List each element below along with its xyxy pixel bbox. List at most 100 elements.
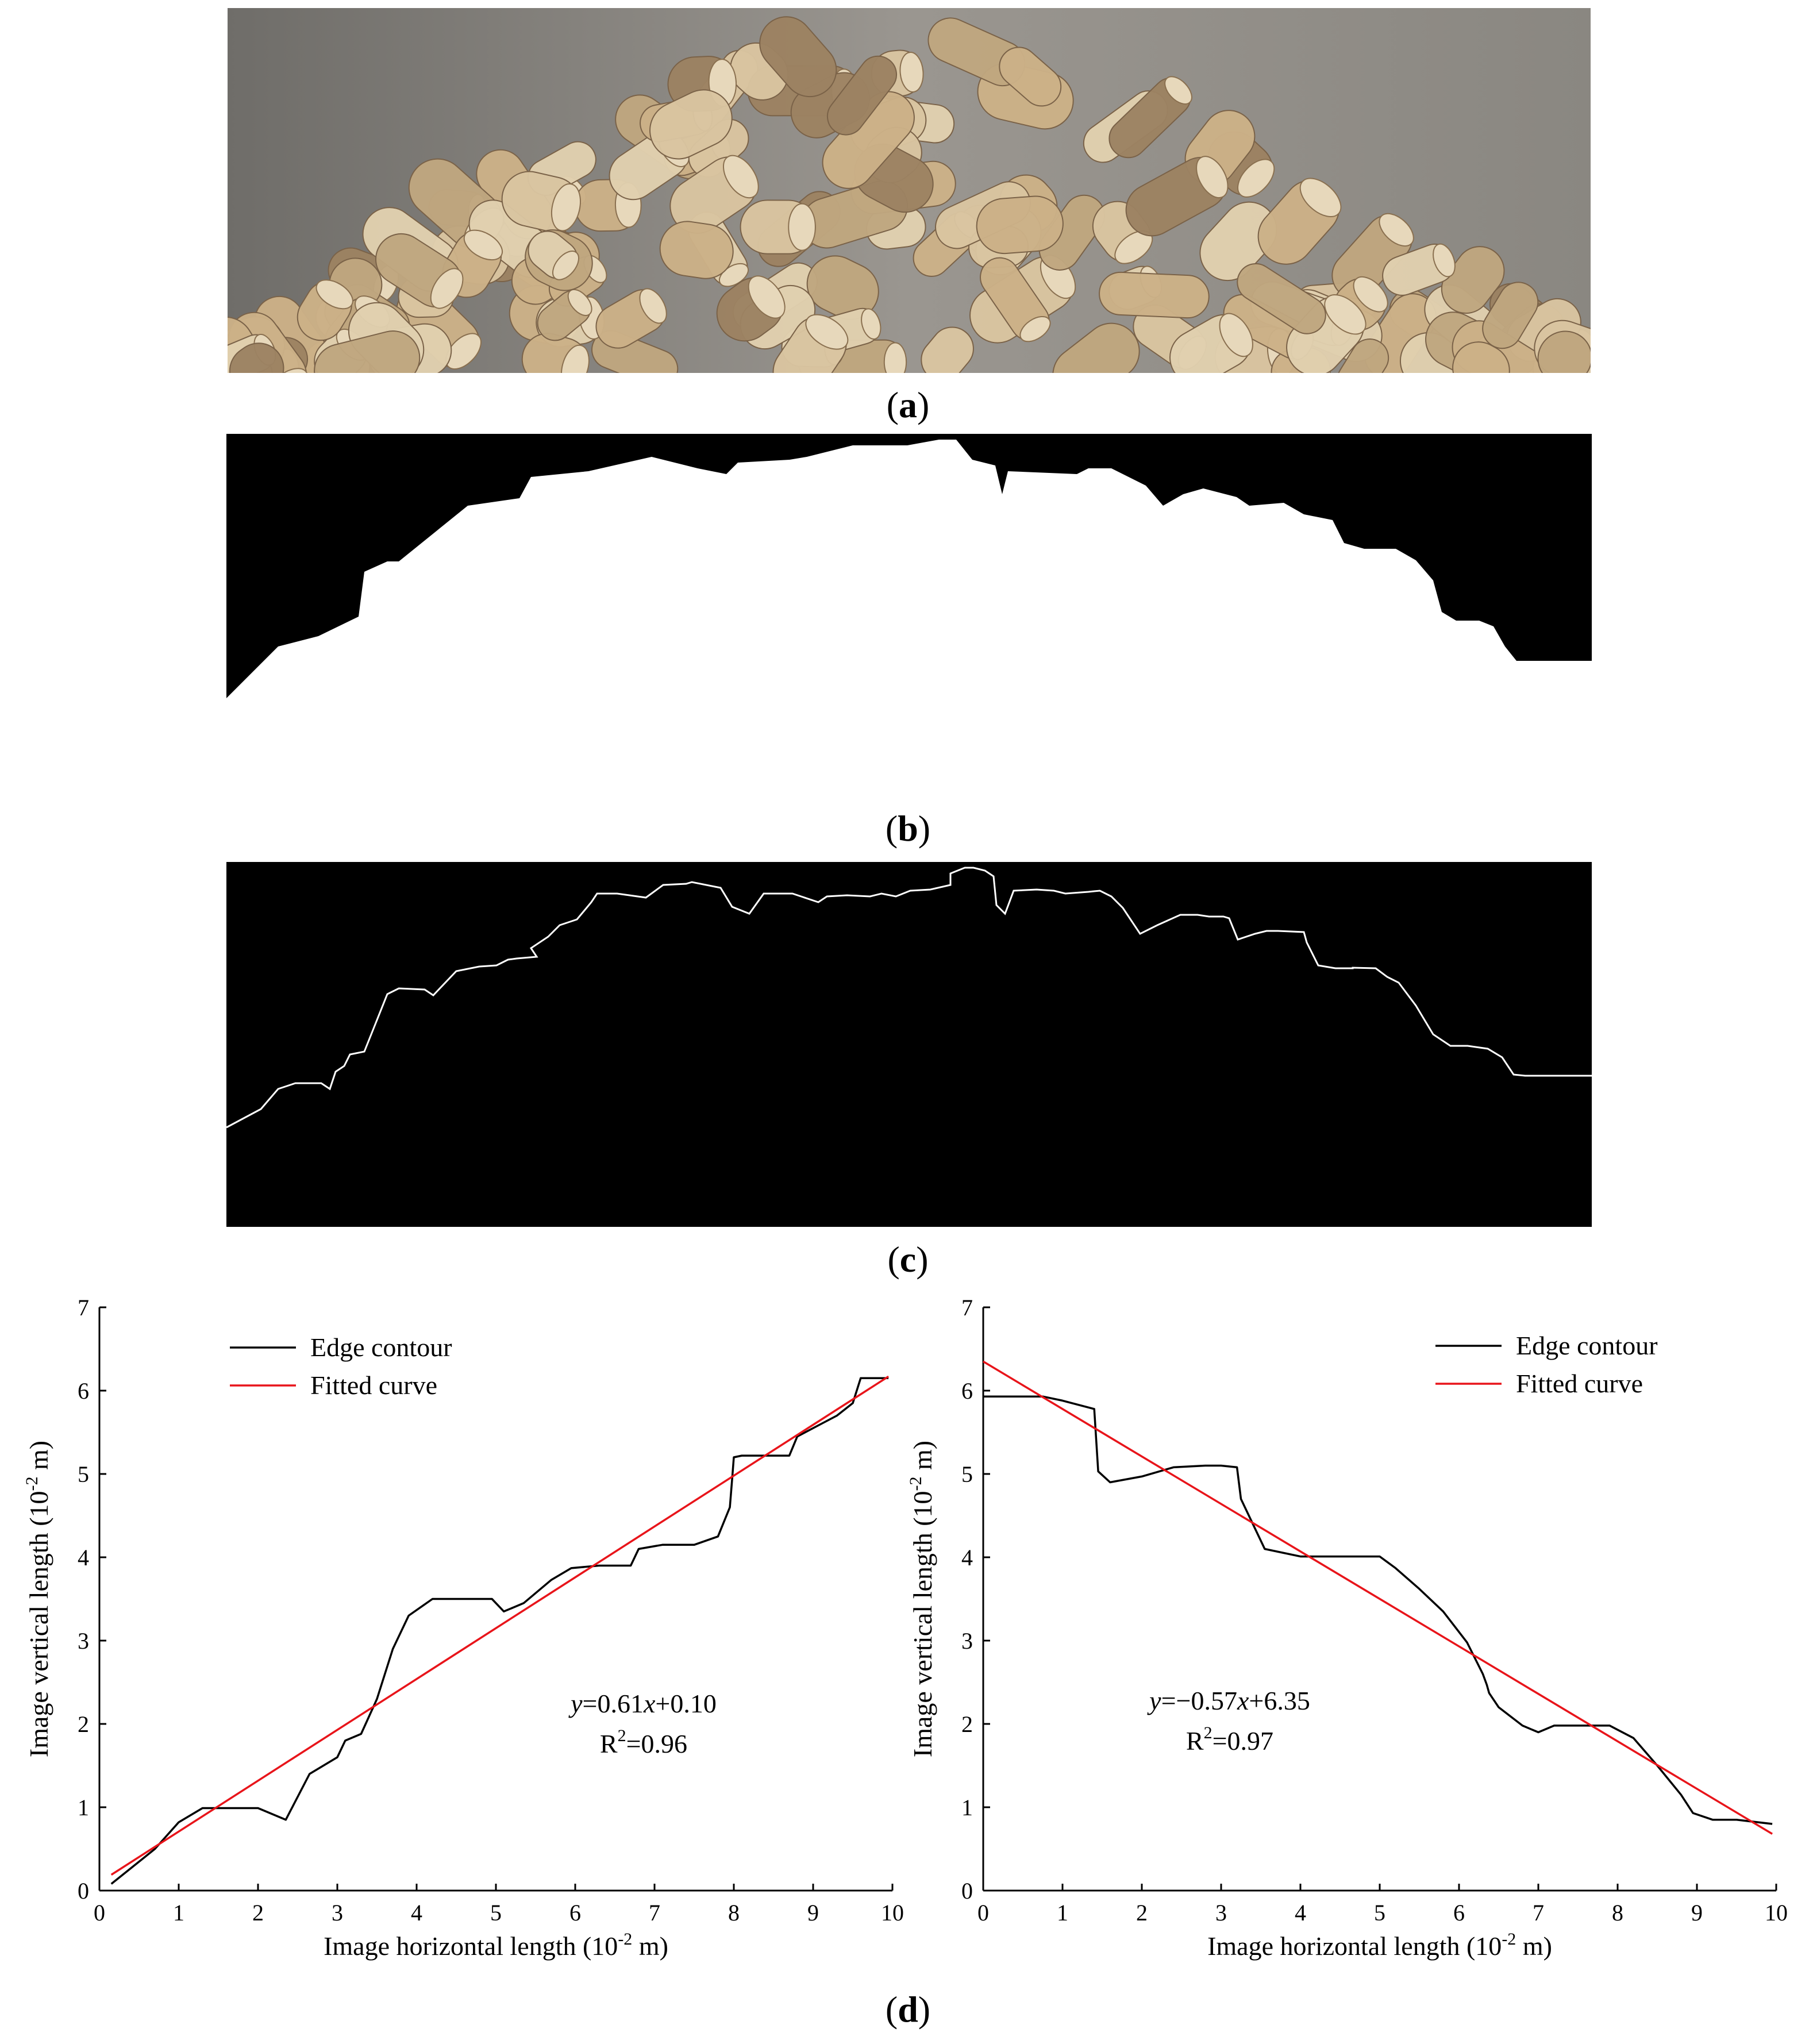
y-tick-label: 7 (961, 1295, 973, 1321)
caption-c-letter: c (899, 1239, 917, 1280)
pellet-end (463, 229, 503, 261)
x-tick-label: 1 (1057, 1900, 1068, 1926)
edge-contour-series (110, 1377, 889, 1885)
pellet-photo (187, 8, 1615, 413)
pellet-end (1196, 156, 1229, 199)
r-squared: R2=0.97 (1186, 1723, 1273, 1756)
x-tick-label: 2 (1136, 1900, 1148, 1926)
caption-c: (c) (887, 1239, 929, 1280)
pellet-end (788, 203, 816, 251)
legend-edge-contour-label: Edge contour (310, 1333, 452, 1362)
legend-fitted-curve-label: Fitted curve (310, 1371, 437, 1400)
x-tick-label: 4 (1295, 1900, 1306, 1926)
pellet-end (1019, 315, 1051, 342)
pellet (659, 221, 734, 279)
legend-edge-contour-label: Edge contour (1516, 1331, 1658, 1360)
x-tick-label: 9 (807, 1900, 819, 1926)
y-tick-label: 6 (78, 1378, 89, 1404)
x-axis-label: Image horizontal length (10-2 m) (324, 1930, 668, 1961)
pellet (999, 47, 1062, 107)
pellet (1099, 271, 1210, 319)
fitted-curve-series (110, 1375, 890, 1876)
pellet-end (315, 279, 353, 310)
caption-a: (a) (886, 384, 930, 425)
right-edge-fit-chart: 0 1 2 3 4 5 6 7 8 9 10 0 1 2 3 4 5 6 7 Image horizontal len… (906, 1295, 1788, 1961)
y-tick-label: 3 (78, 1628, 89, 1654)
y-tick-label: 4 (78, 1545, 89, 1570)
pellet-end (1219, 313, 1253, 357)
x-tick-label: 10 (881, 1900, 904, 1926)
legend-fitted-curve-label: Fitted curve (1516, 1369, 1643, 1398)
pellet (1237, 263, 1326, 334)
y-tick-label: 0 (78, 1878, 89, 1904)
caption-b-letter: b (898, 808, 918, 849)
x-axis-label: Image horizontal length (10-2 m) (1207, 1930, 1552, 1961)
x-tick-label: 4 (411, 1900, 422, 1926)
pellet-end (1299, 178, 1342, 217)
left-edge-fit-chart: 0 1 2 3 4 5 6 7 8 9 10 0 1 2 3 4 5 6 7 Image horizontal len… (22, 1295, 904, 1961)
r-squared: R2=0.96 (600, 1726, 687, 1758)
x-tick-label: 8 (1612, 1900, 1623, 1926)
binary-black-region (226, 434, 1592, 698)
pellet-end (1164, 76, 1192, 105)
edge-contour-image (226, 862, 1592, 1227)
edge-image (226, 862, 1592, 1227)
pellet-end (899, 52, 924, 93)
caption-d: (d) (885, 1989, 931, 2030)
y-tick-label: 2 (961, 1711, 973, 1737)
caption-d-letter: d (898, 1989, 918, 2030)
pellet-end (552, 251, 579, 280)
pellet (649, 89, 733, 160)
y-tick-label: 2 (78, 1711, 89, 1737)
pellet (759, 16, 837, 98)
y-axis-label: Image vertical length (10-2 m) (22, 1441, 53, 1757)
x-tick-label: 3 (1215, 1900, 1227, 1926)
x-tick-label: 7 (649, 1900, 660, 1926)
x-tick-label: 7 (1533, 1900, 1544, 1926)
pellet-end (748, 275, 786, 319)
y-tick-label: 4 (961, 1545, 973, 1570)
x-tick-label: 9 (1691, 1900, 1703, 1926)
edge-contour-series (983, 1395, 1773, 1825)
x-tick-label: 0 (977, 1900, 989, 1926)
y-axis-label: Image vertical length (10-2 m) (906, 1441, 937, 1757)
pellet-photo-illustration (187, 8, 1615, 413)
y-tick-label: 3 (961, 1628, 973, 1654)
pellet (806, 255, 879, 320)
pellet (826, 55, 898, 136)
pellet-end (430, 268, 464, 309)
y-tick-label: 5 (961, 1461, 973, 1487)
pellet-end (722, 155, 759, 199)
pellet-end (1324, 294, 1367, 335)
caption-a-letter: a (899, 384, 917, 425)
caption-b: (b) (885, 808, 931, 849)
x-tick-label: 5 (490, 1900, 502, 1926)
x-tick-label: 8 (728, 1900, 740, 1926)
y-tick-label: 6 (961, 1378, 973, 1404)
x-tick-label: 6 (569, 1900, 581, 1926)
binary-mask (226, 434, 1592, 813)
pellet-end (1379, 213, 1414, 247)
pellet (1199, 201, 1277, 282)
x-tick-label: 5 (1374, 1900, 1385, 1926)
x-tick-label: 10 (1765, 1900, 1788, 1926)
pellet (1482, 282, 1539, 349)
pellet-end (805, 314, 849, 350)
y-tick-label: 5 (78, 1461, 89, 1487)
edge-contour-line (226, 867, 1592, 1129)
x-tick-label: 2 (252, 1900, 264, 1926)
fitted-curve-series (983, 1360, 1773, 1835)
y-tick-label: 0 (961, 1878, 973, 1904)
pellet-end (567, 288, 592, 316)
pellet-end (1433, 243, 1456, 278)
fit-equation: y=−0.57x+6.35 (1147, 1686, 1310, 1715)
pellet (976, 195, 1064, 255)
x-tick-label: 0 (94, 1900, 105, 1926)
pellet-end (1237, 159, 1275, 198)
fit-equation: y=0.61x+0.10 (568, 1689, 717, 1718)
x-tick-label: 3 (332, 1900, 343, 1926)
x-tick-label: 6 (1453, 1900, 1465, 1926)
pellet-end (639, 288, 667, 324)
pellet-end (1353, 276, 1388, 313)
pellet-end (445, 333, 482, 370)
